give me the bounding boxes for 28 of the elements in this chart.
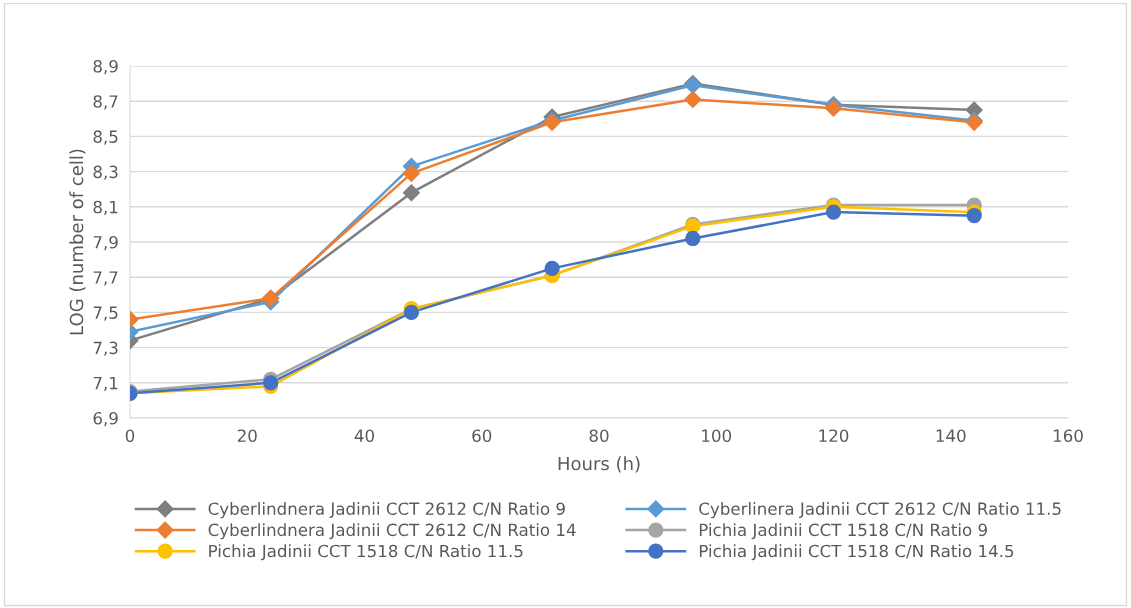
y-tick-label: 8,5 (93, 130, 118, 145)
legend-label: Pichia Jadinii CCT 1518 C/N Ratio 14.5 (699, 544, 1014, 561)
x-tick-label: 100 (702, 429, 732, 443)
x-tick-label: 20 (237, 429, 257, 443)
y-tick-label: 7,5 (93, 306, 118, 321)
y-tick-label: 8,9 (93, 59, 118, 75)
legend-label: Cyberlindnera Jadinii CCT 2612 C/N Ratio 14 (208, 523, 576, 540)
x-tick-label: 120 (819, 429, 849, 443)
y-axis-title: LOG (number of cell) (69, 149, 86, 335)
legend-label: Cyberlindnera Jadinii CCT 2612 C/N Ratio 9 (208, 502, 565, 519)
legend-label: Pichia Jadinii CCT 1518 C/N Ratio 9 (699, 523, 987, 540)
legend-label: Pichia Jadinii CCT 1518 C/N Ratio 11.5 (209, 544, 523, 561)
x-tick-label: 140 (936, 429, 966, 443)
x-tick-label: 160 (1053, 429, 1083, 443)
y-tick-label: 7,1 (93, 376, 118, 392)
y-tick-label: 7,7 (93, 271, 118, 286)
y-tick-label: 8,7 (93, 95, 118, 110)
y-tick-label: 8,1 (93, 200, 118, 216)
y-tick-label: 8,3 (93, 165, 118, 180)
x-tick-label: 80 (589, 429, 609, 443)
x-axis-title: Hours (h) (558, 456, 640, 473)
y-tick-label: 6,9 (93, 411, 118, 427)
legend-label: Cyberlinera Jadinii CCT 2612 C/N Ratio 11.5 (699, 502, 1061, 519)
x-tick-label: 0 (125, 429, 135, 443)
x-tick-label: 60 (472, 429, 492, 443)
y-tick-label: 7,9 (93, 235, 118, 251)
x-tick-label: 40 (354, 429, 374, 443)
y-tick-label: 7,3 (93, 341, 118, 356)
